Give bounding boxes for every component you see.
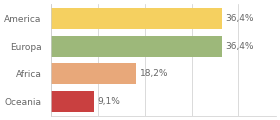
Bar — [51, 36, 221, 57]
Bar — [51, 91, 94, 112]
Bar — [51, 63, 136, 84]
Text: 18,2%: 18,2% — [140, 69, 169, 78]
Bar — [51, 8, 221, 29]
Text: 36,4%: 36,4% — [225, 14, 254, 23]
Text: 9,1%: 9,1% — [98, 97, 120, 106]
Text: 36,4%: 36,4% — [225, 42, 254, 51]
